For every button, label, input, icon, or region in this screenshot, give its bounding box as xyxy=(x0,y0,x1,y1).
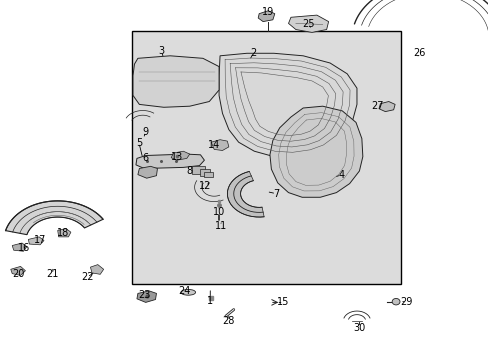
Text: 19: 19 xyxy=(261,7,274,17)
Text: 1: 1 xyxy=(207,296,213,306)
Text: 11: 11 xyxy=(214,221,227,231)
Text: 22: 22 xyxy=(81,272,93,282)
Text: 27: 27 xyxy=(370,101,383,111)
Text: 13: 13 xyxy=(170,152,183,162)
Ellipse shape xyxy=(181,289,195,295)
Text: 14: 14 xyxy=(207,140,220,150)
Text: 6: 6 xyxy=(142,153,148,163)
Text: 25: 25 xyxy=(301,19,314,29)
Bar xyxy=(191,166,205,174)
Text: 9: 9 xyxy=(142,127,148,137)
Bar xyxy=(132,31,400,284)
Ellipse shape xyxy=(391,298,399,305)
Polygon shape xyxy=(171,151,189,160)
Polygon shape xyxy=(227,171,264,217)
Text: 20: 20 xyxy=(12,269,25,279)
Polygon shape xyxy=(378,102,394,112)
Polygon shape xyxy=(133,56,219,107)
Polygon shape xyxy=(11,266,25,275)
Polygon shape xyxy=(28,237,44,245)
Polygon shape xyxy=(258,11,274,22)
Text: 30: 30 xyxy=(352,323,365,333)
Text: 24: 24 xyxy=(178,286,191,296)
Bar xyxy=(204,172,213,177)
Text: 3: 3 xyxy=(158,46,164,57)
Polygon shape xyxy=(58,229,71,237)
Polygon shape xyxy=(90,265,103,274)
Text: 15: 15 xyxy=(277,297,289,307)
Polygon shape xyxy=(288,15,328,32)
Polygon shape xyxy=(12,243,27,251)
Polygon shape xyxy=(138,166,157,178)
Polygon shape xyxy=(136,154,204,168)
Text: 5: 5 xyxy=(136,138,142,148)
Text: 4: 4 xyxy=(338,170,344,180)
Text: 29: 29 xyxy=(400,297,412,307)
Text: 10: 10 xyxy=(212,207,225,217)
Text: 26: 26 xyxy=(412,48,425,58)
Text: 7: 7 xyxy=(273,189,279,199)
Text: 8: 8 xyxy=(186,166,192,176)
Text: 28: 28 xyxy=(222,316,235,326)
Polygon shape xyxy=(211,140,228,150)
Bar xyxy=(199,169,210,176)
Polygon shape xyxy=(5,201,103,235)
Text: 17: 17 xyxy=(34,235,46,246)
Text: 18: 18 xyxy=(56,228,69,238)
Text: 16: 16 xyxy=(18,243,31,253)
Polygon shape xyxy=(219,53,356,158)
Polygon shape xyxy=(269,106,362,197)
Text: 2: 2 xyxy=(250,48,256,58)
Text: 21: 21 xyxy=(46,269,59,279)
Text: 23: 23 xyxy=(138,290,150,300)
Polygon shape xyxy=(137,291,156,302)
Text: 12: 12 xyxy=(199,181,211,191)
